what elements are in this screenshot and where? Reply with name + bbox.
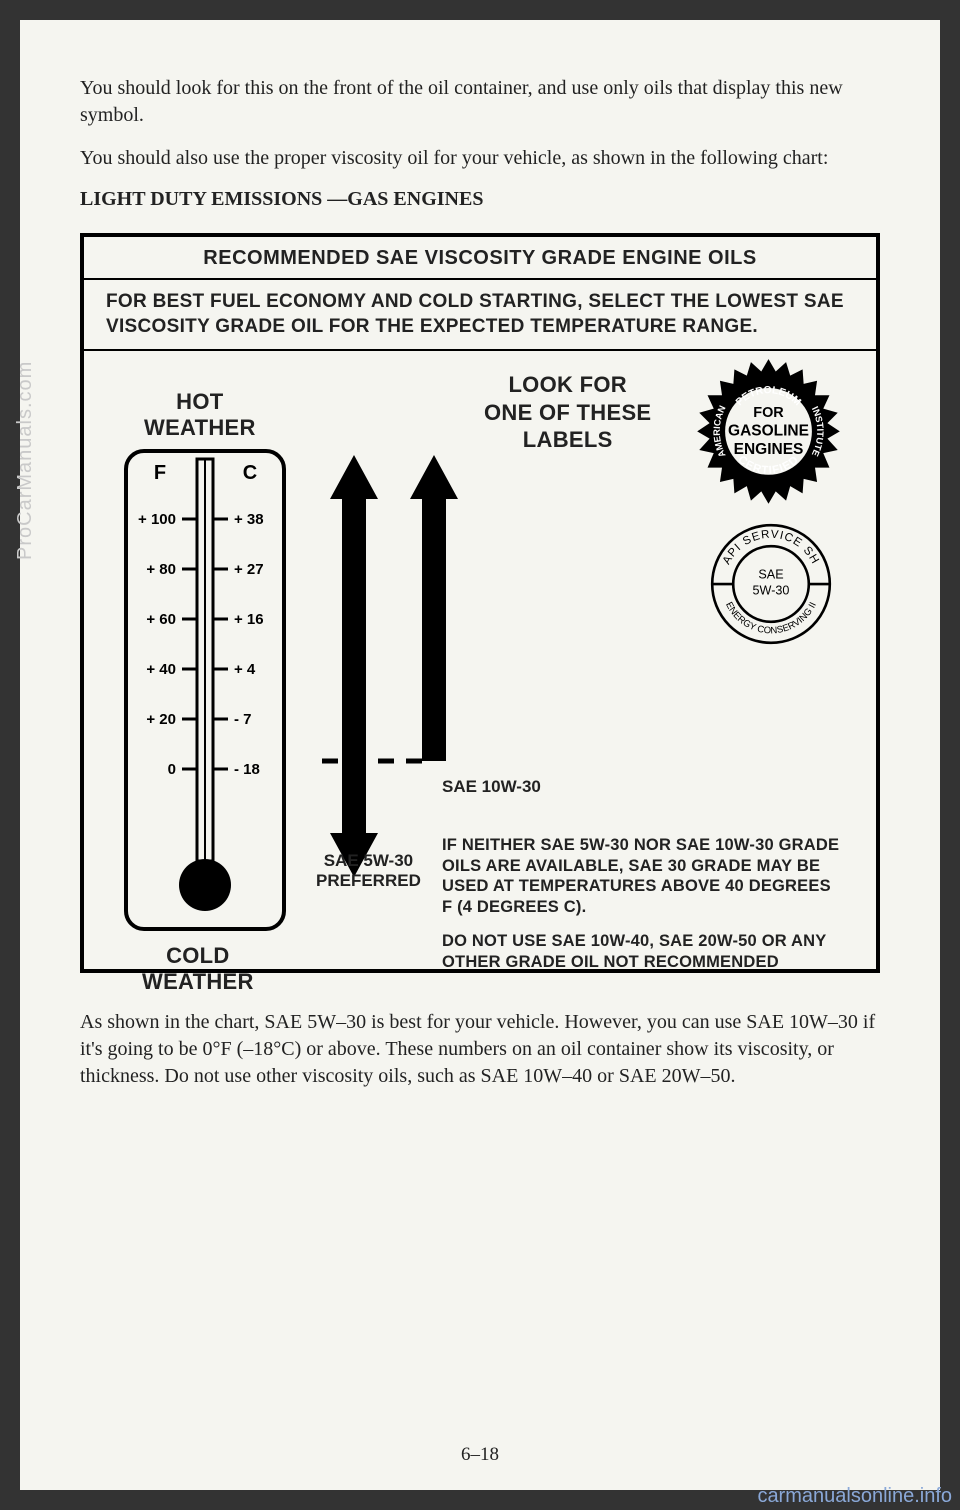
svg-text:- 18: - 18 [234,761,260,778]
svg-text:API SERVICE SH: API SERVICE SH [721,529,821,567]
svg-text:5W-30: 5W-30 [753,584,790,598]
divider [84,349,876,351]
svg-text:C: C [243,462,257,484]
api-starburst-badge: PETROLEUM AMERICAN INSTITUTE CERTIFIED F… [691,357,846,512]
svg-text:F: F [154,462,166,484]
chart-note-1: IF NEITHER SAE 5W-30 NOR SAE 10W-30 GRAD… [442,835,844,918]
svg-text:+ 80: + 80 [146,561,176,578]
svg-text:+ 20: + 20 [146,711,176,728]
svg-text:0: 0 [168,761,176,778]
intro-paragraph-2: You should also use the proper viscosity… [80,145,880,172]
svg-text:+ 60: + 60 [146,611,176,628]
look-for-label: LOOK FORONE OF THESELABELS [484,371,651,454]
svg-text:+ 16: + 16 [234,611,264,628]
chart-title: RECOMMENDED SAE VISCOSITY GRADE ENGINE O… [84,237,876,278]
chart-note-2: DO NOT USE SAE 10W-40, SAE 20W-50 OR ANY… [442,931,844,972]
sae-5w30-label: SAE 5W-30 PREFERRED [316,851,421,890]
manual-page: You should look for this on the front of… [20,20,940,1490]
svg-text:SAE: SAE [758,568,783,582]
svg-text:FOR: FOR [753,405,784,421]
page-number: 6–18 [20,1444,940,1466]
api-donut-badge: API SERVICE SH ENERGY CONSERVING II SAE … [708,521,834,647]
svg-text:+ 27: + 27 [234,561,264,578]
svg-text:+ 4: + 4 [234,661,256,678]
cold-weather-label: COLDWEATHER [142,943,254,996]
sae-10w30-label: SAE 10W-30 [442,777,541,797]
svg-text:+ 40: + 40 [146,661,176,678]
hot-weather-label: HOTWEATHER [144,389,256,442]
thermometer-icon: F C + 100 + 38 + 80 + 27 + 60 + 16 + 40 + 4 + 20… [120,445,290,965]
outro-paragraph: As shown in the chart, SAE 5W–30 is best… [80,1009,880,1090]
intro-paragraph-1: You should look for this on the front of… [80,75,880,129]
svg-text:- 7: - 7 [234,711,252,728]
watermark-text: ProCarManuals.com [14,361,37,560]
footer-link: carmanualsonline.info [757,1485,952,1508]
svg-text:GASOLINE: GASOLINE [728,423,809,440]
svg-text:+ 38: + 38 [234,511,264,528]
viscosity-chart: RECOMMENDED SAE VISCOSITY GRADE ENGINE O… [80,233,880,973]
svg-text:ENGINES: ENGINES [734,441,804,458]
section-heading: LIGHT DUTY EMISSIONS —GAS ENGINES [80,188,880,211]
chart-subtitle: FOR BEST FUEL ECONOMY AND COLD STARTING,… [84,280,876,349]
svg-text:+ 100: + 100 [138,511,176,528]
